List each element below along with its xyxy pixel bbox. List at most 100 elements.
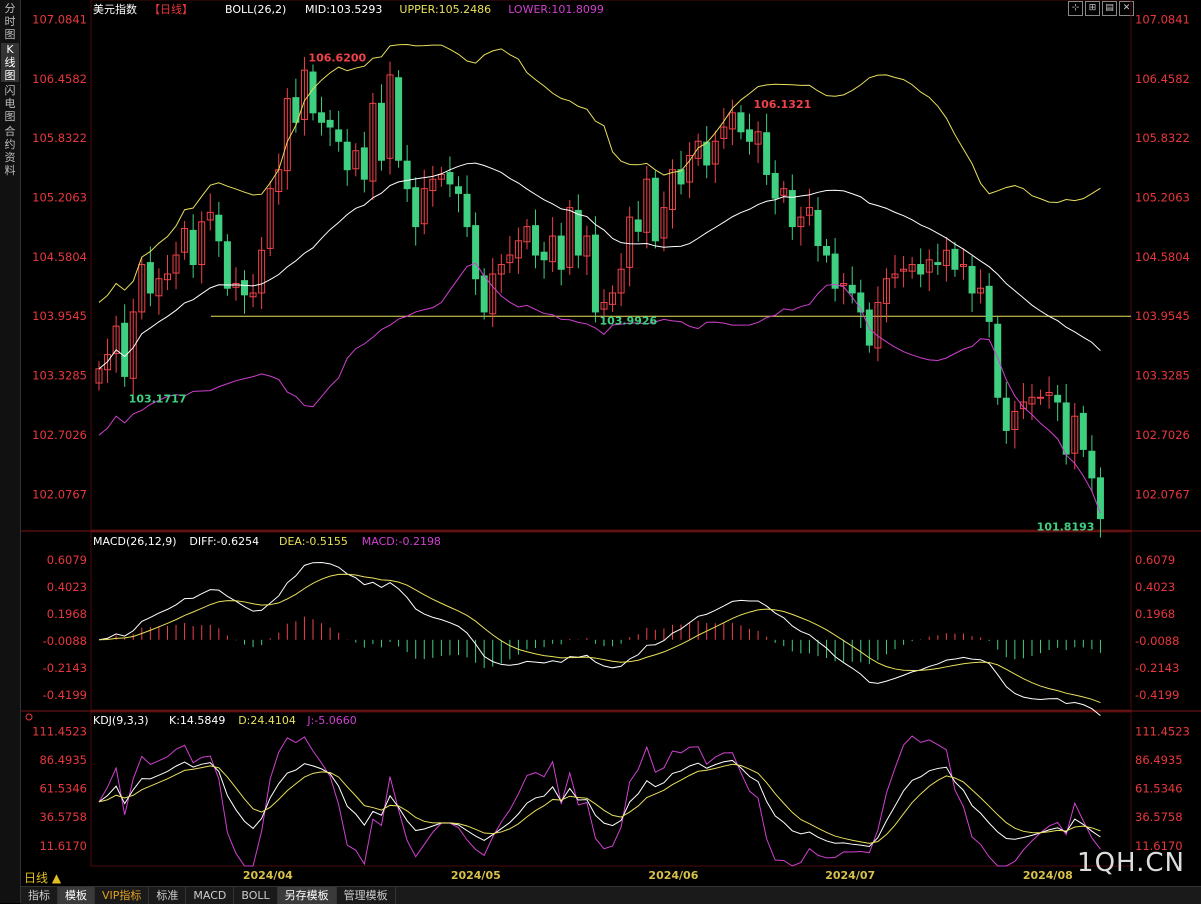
candle-body-91 xyxy=(874,301,882,349)
sidebar-tab-2[interactable]: 闪电图 xyxy=(4,84,16,123)
kdj-tick-right-2: 61.5346 xyxy=(1135,782,1183,796)
price-tick-left-5: 103.9545 xyxy=(32,309,87,323)
candle-body-70 xyxy=(694,140,702,159)
candle-body-50 xyxy=(523,226,531,243)
price-annotation-1: 106.1321 xyxy=(754,98,812,111)
candle-body-44 xyxy=(472,225,480,280)
candle-body-93 xyxy=(891,273,899,279)
candles xyxy=(95,56,1104,538)
candle-body-10 xyxy=(181,227,189,253)
panel-frame-1 xyxy=(90,531,1132,711)
bottom-tab-1[interactable]: 模板 xyxy=(58,887,95,904)
macd-header-0: MACD(26,12,9) xyxy=(93,535,177,548)
boll-mid-line xyxy=(98,162,1101,370)
price-tick-right-8: 102.0767 xyxy=(1135,487,1190,501)
candle-body-17 xyxy=(241,280,249,296)
sidebar-tab-1[interactable]: K线图 xyxy=(1,43,19,82)
candle-body-15 xyxy=(223,241,231,289)
candle-body-13 xyxy=(206,211,214,221)
bottom-tab-4[interactable]: MACD xyxy=(186,887,235,904)
candle-body-31 xyxy=(360,147,368,180)
candle-body-18 xyxy=(249,292,257,298)
candle-body-33 xyxy=(377,102,385,161)
candle-body-52 xyxy=(540,251,548,261)
date-tick-4: 2024/08 xyxy=(1023,869,1073,882)
kdj-tick-left-2: 61.5346 xyxy=(39,782,87,796)
macd-tick-right-2: 0.1968 xyxy=(1135,607,1175,621)
macd-tick-right-1: 0.4023 xyxy=(1135,580,1175,594)
sidebar-tab-3[interactable]: 合约资料 xyxy=(4,125,16,177)
candle-body-115 xyxy=(1079,412,1087,450)
candle-body-36 xyxy=(403,160,411,190)
candle-body-42 xyxy=(454,186,462,194)
candle-body-19 xyxy=(258,249,266,294)
candle-body-82 xyxy=(797,216,805,228)
candle-body-108 xyxy=(1019,401,1027,410)
candle-body-63 xyxy=(634,219,642,232)
candle-body-51 xyxy=(532,225,540,256)
candle-body-113 xyxy=(1062,402,1070,455)
candle-body-54 xyxy=(557,235,565,270)
kdj-tick-right-0: 111.4523 xyxy=(1135,724,1190,738)
macd-tick-left-3: -0.0088 xyxy=(43,634,87,648)
candle-body-6 xyxy=(146,262,154,294)
candle-body-66 xyxy=(660,207,668,239)
candle-body-109 xyxy=(1028,396,1036,405)
candle-body-87 xyxy=(840,282,848,286)
candle-body-110 xyxy=(1037,396,1045,399)
price-tick-left-8: 102.0767 xyxy=(32,487,87,501)
sidebar-tab-0[interactable]: 分时图 xyxy=(4,2,16,41)
price-tick-left-1: 106.4582 xyxy=(32,72,87,86)
candle-body-102 xyxy=(968,265,976,294)
candle-body-99 xyxy=(942,249,950,266)
candle-body-112 xyxy=(1054,394,1062,403)
candle-body-111 xyxy=(1045,392,1053,396)
candle-body-61 xyxy=(617,268,625,294)
price-tick-left-0: 107.0841 xyxy=(32,13,87,27)
macd-header-1: DIFF:-0.6254 xyxy=(189,535,259,548)
candle-body-32 xyxy=(369,102,377,182)
candle-body-27 xyxy=(326,119,334,128)
macd-tick-right-5: -0.4199 xyxy=(1135,688,1179,702)
bottom-tab-7[interactable]: 管理模板 xyxy=(337,887,396,904)
close-icon[interactable]: ✕ xyxy=(1119,1,1134,16)
macd-header-2: DEA:-0.5155 xyxy=(279,535,348,548)
candle-body-55 xyxy=(566,207,574,268)
kdj-k-line xyxy=(98,759,1101,848)
candle-body-64 xyxy=(643,178,651,233)
bottom-tab-3[interactable]: 标准 xyxy=(149,887,187,904)
kdj-header-3: J:-5.0660 xyxy=(306,714,356,727)
candle-body-114 xyxy=(1071,415,1079,454)
candle-body-22 xyxy=(283,98,291,172)
candle-body-58 xyxy=(591,234,599,313)
date-tick-3: 2024/07 xyxy=(825,869,875,882)
kdj-tick-left-4: 11.6170 xyxy=(39,839,87,853)
candle-body-9 xyxy=(172,254,180,274)
candle-body-39 xyxy=(429,178,437,192)
macd-tick-left-4: -0.2143 xyxy=(43,661,87,675)
zoom-icon[interactable]: ⊞ xyxy=(1085,1,1100,16)
kdj-tick-right-4: 11.6170 xyxy=(1135,839,1183,853)
candle-body-76 xyxy=(746,129,754,142)
candle-body-83 xyxy=(805,207,813,216)
candle-body-105 xyxy=(994,323,1002,398)
bottom-tab-6[interactable]: 另存模板 xyxy=(277,887,337,904)
macd-tick-left-5: -0.4199 xyxy=(43,688,87,702)
candle-body-47 xyxy=(497,264,505,275)
panel-frame-2 xyxy=(90,711,1132,867)
chart-area[interactable]: 107.0841 107.0841 106.4582 106.4582 105.8322… xyxy=(21,0,1201,886)
price-annotation-4: 101.8193 xyxy=(1037,521,1095,534)
layout-icon[interactable]: ▤ xyxy=(1102,1,1117,16)
candle-body-77 xyxy=(754,131,762,145)
price-annotation-2: 103.1717 xyxy=(129,392,187,405)
candle-body-92 xyxy=(882,278,890,304)
candle-body-53 xyxy=(549,235,557,263)
bottom-tab-0[interactable]: 指标 xyxy=(21,887,58,904)
candle-body-81 xyxy=(788,190,796,228)
candle-body-78 xyxy=(763,132,771,175)
period-button[interactable]: 日线 ▲ xyxy=(24,871,62,885)
bottom-tab-5[interactable]: BOLL xyxy=(234,887,278,904)
fit-icon[interactable]: ⊹ xyxy=(1068,1,1083,16)
bottom-tab-2[interactable]: VIP指标 xyxy=(95,887,150,904)
date-tick-1: 2024/05 xyxy=(451,869,501,882)
